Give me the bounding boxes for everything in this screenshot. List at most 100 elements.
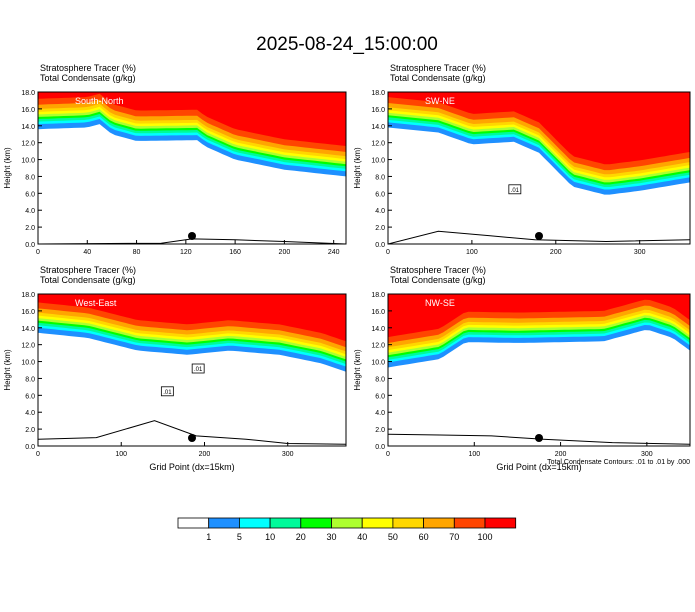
y-tick-label: 10.0 [21, 360, 35, 367]
y-tick-label: 14.0 [371, 124, 385, 131]
tracer-title: Stratosphere Tracer (%) [390, 265, 486, 275]
tracer-shading [38, 294, 346, 445]
y-tick-label: 0.0 [25, 242, 35, 249]
y-tick-label: 18.0 [21, 292, 35, 299]
y-tick-label: 18.0 [371, 90, 385, 97]
terrain-line [388, 230, 690, 244]
y-tick-label: 16.0 [371, 107, 385, 114]
y-tick-label: 4.0 [375, 208, 385, 215]
colorbar-swatch [177, 517, 210, 529]
location-marker [535, 232, 543, 240]
condensate-title: Total Condensate (g/kg) [40, 73, 136, 83]
tracer-band [388, 92, 690, 165]
location-marker [188, 232, 196, 240]
x-tick-label: 200 [279, 249, 291, 256]
x-tick-label: 200 [199, 451, 211, 458]
tracer-band [38, 294, 346, 342]
y-axis-label: Height (km) [3, 147, 12, 189]
y-tick-label: 4.0 [25, 208, 35, 215]
plot-frame [387, 91, 691, 245]
y-tick-label: 14.0 [21, 124, 35, 131]
y-tick-label: 16.0 [21, 107, 35, 114]
x-tick-label: 100 [115, 451, 127, 458]
y-tick-label: 6.0 [25, 393, 35, 400]
x-tick-label: 100 [468, 451, 480, 458]
contour-label-box [508, 184, 522, 195]
y-tick-label: 0.0 [375, 444, 385, 451]
y-tick-label: 2.0 [25, 225, 35, 232]
x-tick-label: 300 [282, 451, 294, 458]
y-tick-label: 14.0 [371, 326, 385, 333]
y-tick-label: 12.0 [371, 343, 385, 350]
figure-title: 2025-08-24_15:00:00 [256, 34, 438, 55]
contour-label-box [160, 386, 174, 397]
colorbar-label: 40 [357, 532, 367, 542]
x-tick-label: 200 [550, 249, 562, 256]
x-tick-label: 300 [641, 451, 653, 458]
colorbar-swatch [484, 517, 517, 529]
x-tick-label: 0 [36, 451, 40, 458]
y-tick-label: 16.0 [21, 309, 35, 316]
section-name: West-East [75, 298, 117, 308]
colorbar-swatch [331, 517, 363, 529]
contour-label-box [191, 363, 205, 374]
plot-frame [387, 293, 691, 447]
colorbar-swatch [269, 517, 302, 529]
x-axis-label: Grid Point (dx=15km) [496, 462, 581, 472]
section-name: South-North [75, 96, 124, 106]
tracer-title: Stratosphere Tracer (%) [40, 63, 136, 73]
x-tick-label: 300 [634, 249, 646, 256]
terrain-line [388, 433, 690, 445]
colorbar-swatch [392, 517, 424, 529]
y-axis-label: Height (km) [3, 349, 12, 391]
y-tick-label: 6.0 [375, 191, 385, 198]
y-tick-label: 12.0 [21, 343, 35, 350]
panels: Stratosphere Tracer (%)Total Condensate … [3, 63, 691, 472]
y-tick-label: 12.0 [371, 141, 385, 148]
tracer-shading [38, 92, 346, 244]
y-tick-label: 0.0 [375, 242, 385, 249]
y-tick-label: 14.0 [21, 326, 35, 333]
tracer-band [388, 294, 690, 338]
y-tick-label: 8.0 [25, 174, 35, 181]
colorbar-label: 70 [449, 532, 459, 542]
y-tick-label: 4.0 [25, 410, 35, 417]
y-tick-label: 8.0 [25, 376, 35, 383]
x-tick-label: 160 [229, 249, 241, 256]
colorbar-label: 1 [206, 532, 211, 542]
y-tick-label: 10.0 [371, 360, 385, 367]
panel-sw-ne: Stratosphere Tracer (%)Total Condensate … [353, 63, 691, 256]
y-tick-label: 8.0 [375, 174, 385, 181]
y-tick-label: 6.0 [375, 393, 385, 400]
x-tick-label: 100 [466, 249, 478, 256]
condensate-title: Total Condensate (g/kg) [390, 275, 486, 285]
y-tick-label: 8.0 [375, 376, 385, 383]
tracer-title: Stratosphere Tracer (%) [40, 265, 136, 275]
colorbar-swatch [300, 517, 332, 529]
y-tick-label: 10.0 [21, 158, 35, 165]
tracer-title: Stratosphere Tracer (%) [390, 63, 486, 73]
y-tick-label: 6.0 [25, 191, 35, 198]
y-tick-label: 0.0 [25, 444, 35, 451]
location-marker [188, 434, 196, 442]
colorbar-swatch [208, 517, 240, 529]
panel-nw-se: Stratosphere Tracer (%)Total Condensate … [353, 265, 691, 472]
y-axis-label: Height (km) [353, 349, 362, 391]
x-axis-label: Grid Point (dx=15km) [149, 462, 234, 472]
y-tick-label: 18.0 [371, 292, 385, 299]
colorbar-swatch [423, 517, 455, 529]
colorbar-label: 5 [237, 532, 242, 542]
panel-south-north: Stratosphere Tracer (%)Total Condensate … [3, 63, 347, 256]
plot-frame [37, 91, 347, 245]
y-tick-label: 16.0 [371, 309, 385, 316]
y-tick-label: 2.0 [375, 427, 385, 434]
y-tick-label: 4.0 [375, 410, 385, 417]
contour-label: .01 [163, 390, 172, 396]
section-name: NW-SE [425, 298, 455, 308]
condensate-title: Total Condensate (g/kg) [390, 73, 486, 83]
colorbar: 1 5 10 20 30 40 50 60 70 100 [177, 517, 517, 542]
contour-label: .01 [511, 188, 520, 194]
y-tick-label: 10.0 [371, 158, 385, 165]
x-tick-label: 0 [386, 451, 390, 458]
